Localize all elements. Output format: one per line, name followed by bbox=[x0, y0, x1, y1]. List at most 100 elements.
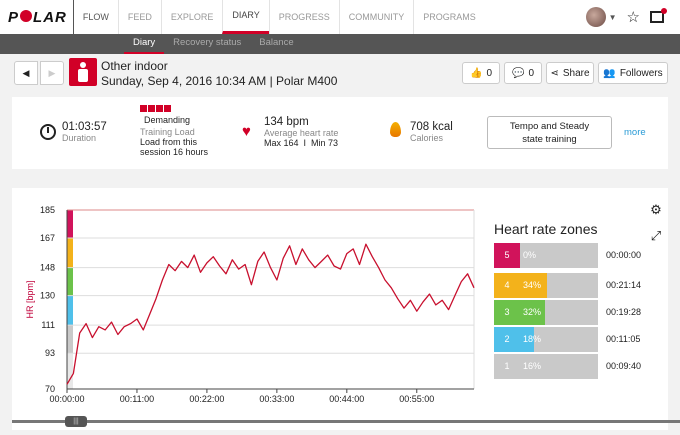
zone-fill bbox=[520, 300, 545, 325]
chart-card: 70 93 111 130 148 167 185 00:00:00 00:11:00 00:22… bbox=[12, 188, 680, 430]
flame-icon bbox=[390, 122, 401, 137]
heart-icon: ♥ bbox=[242, 123, 251, 140]
zones-title: Heart rate zones bbox=[494, 221, 598, 237]
timeline-handle[interactable]: ||| bbox=[65, 416, 87, 427]
summary-card: 01:03:57 Duration Demanding Training Loa… bbox=[12, 97, 668, 169]
heart-rate-block: 134 bpm Average heart rate Max 164 I Min… bbox=[264, 116, 338, 148]
training-benefit-button[interactable]: Tempo and Steady state training bbox=[487, 116, 612, 149]
subnav-balance[interactable]: Balance bbox=[259, 37, 294, 48]
nav-programs[interactable]: PROGRAMS bbox=[413, 0, 485, 34]
zone-bar: 16% bbox=[520, 354, 598, 379]
y-tick-label: 70 bbox=[45, 384, 55, 394]
subnav-recovery-status[interactable]: Recovery status bbox=[173, 37, 242, 48]
timeline-track[interactable] bbox=[12, 420, 680, 423]
zone-percent: 16% bbox=[523, 361, 542, 371]
y-tick-label: 130 bbox=[40, 291, 55, 301]
calories-label: Calories bbox=[410, 133, 444, 143]
zone-number: 2 bbox=[494, 327, 520, 352]
y-axis-label: HR [bpm] bbox=[25, 280, 35, 318]
avg-hr-value: 134 bpm bbox=[264, 116, 309, 128]
stopwatch-icon bbox=[40, 124, 56, 140]
gear-icon[interactable]: ⚙ bbox=[650, 202, 662, 217]
person-icon bbox=[69, 58, 97, 86]
zone-number: 4 bbox=[494, 273, 520, 298]
training-load-bars bbox=[140, 105, 208, 112]
comment-icon: 💬 bbox=[511, 67, 525, 79]
share-button[interactable]: ⋖ Share bbox=[546, 62, 594, 84]
heart-rate-line bbox=[66, 243, 475, 385]
zone-band bbox=[67, 267, 73, 296]
zone-bar: 18% bbox=[520, 327, 598, 352]
like-button[interactable]: 👍 0 bbox=[462, 62, 500, 84]
training-load-desc-2: session 16 hours bbox=[140, 147, 209, 157]
followers-icon: 👥 bbox=[603, 67, 616, 79]
hr-range: Max 164 I Min 73 bbox=[264, 138, 339, 148]
zone-number: 5 bbox=[494, 243, 520, 268]
arrow-left-icon: ◀ bbox=[22, 68, 30, 78]
y-tick-label: 148 bbox=[40, 263, 55, 273]
logo-o-mark bbox=[20, 9, 33, 22]
session-date: Sunday, Sep 4, 2016 10:34 AM | Polar M40… bbox=[101, 74, 338, 88]
zone-bar: 0% bbox=[520, 243, 598, 268]
zone-time: 00:00:00 bbox=[606, 250, 642, 260]
logo-text: P LAR bbox=[8, 8, 67, 26]
zone-band bbox=[67, 238, 73, 268]
thumbs-up-icon: 👍 bbox=[469, 67, 483, 79]
x-tick-label: 00:33:00 bbox=[259, 394, 294, 404]
top-nav: P LAR FLOW FEED EXPLORE DIARY PROGRESS CO… bbox=[0, 0, 680, 34]
training-load-level: Demanding bbox=[144, 115, 191, 125]
zone-band bbox=[67, 210, 73, 239]
arrow-right-icon: ▶ bbox=[48, 68, 56, 78]
duration-label: Duration bbox=[62, 133, 97, 143]
previous-session-button[interactable]: ◀ bbox=[14, 61, 38, 85]
training-benefit-line2: state training bbox=[522, 134, 577, 145]
zone-percent: 34% bbox=[523, 280, 542, 290]
nav-explore[interactable]: EXPLORE bbox=[160, 0, 223, 34]
training-load-label: Training Load bbox=[140, 127, 195, 137]
calories-value: 708 kcal bbox=[410, 121, 453, 133]
y-tick-label: 167 bbox=[40, 233, 55, 243]
nav-diary[interactable]: DIARY bbox=[222, 0, 269, 34]
training-load-desc-1: Load from this bbox=[140, 137, 198, 147]
sport-name: Other indoor bbox=[101, 59, 168, 73]
next-session-button[interactable]: ▶ bbox=[40, 61, 64, 85]
y-tick-label: 93 bbox=[45, 348, 55, 358]
zone-number: 1 bbox=[494, 354, 520, 379]
zone-fill bbox=[520, 327, 535, 352]
duration-value: 01:03:57 bbox=[62, 121, 107, 133]
y-tick-label: 111 bbox=[41, 320, 55, 330]
polar-logo[interactable]: P LAR bbox=[8, 9, 67, 26]
notification-icon[interactable] bbox=[650, 8, 667, 23]
avatar[interactable] bbox=[585, 7, 606, 27]
nav-community[interactable]: COMMUNITY bbox=[338, 0, 414, 34]
star-icon[interactable]: ☆ bbox=[626, 9, 640, 26]
training-load-block: Demanding Training Load Load from this s… bbox=[140, 105, 208, 157]
chevron-down-icon[interactable]: ▼ bbox=[608, 12, 617, 22]
more-link[interactable]: more bbox=[624, 127, 646, 138]
y-tick-label: 185 bbox=[40, 205, 55, 215]
zone-percent: 0% bbox=[523, 250, 537, 260]
comment-button[interactable]: 💬 0 bbox=[504, 62, 542, 84]
x-tick-label: 00:22:00 bbox=[189, 394, 224, 404]
followers-label: Followers bbox=[619, 67, 663, 79]
nav-flow[interactable]: FLOW bbox=[72, 0, 118, 34]
heart-rate-chart[interactable]: 70 93 111 130 148 167 185 00:00:00 00:11:00 00:22… bbox=[12, 188, 492, 420]
comment-count: 0 bbox=[528, 67, 534, 79]
share-label: Share bbox=[562, 67, 590, 79]
zone-percent: 18% bbox=[523, 334, 542, 344]
followers-button[interactable]: 👥 Followers bbox=[598, 62, 668, 84]
zone-fill bbox=[520, 273, 547, 298]
nav-progress[interactable]: PROGRESS bbox=[268, 0, 339, 34]
subnav-diary[interactable]: Diary bbox=[124, 34, 165, 54]
zone-band bbox=[67, 295, 73, 326]
duration-block: 01:03:57 Duration bbox=[62, 121, 107, 143]
zone-percent: 32% bbox=[523, 307, 542, 317]
zone-fill bbox=[520, 354, 533, 379]
expand-icon[interactable]: ⤢ bbox=[650, 228, 662, 243]
nav-feed[interactable]: FEED bbox=[117, 0, 161, 34]
session-header: ◀ ▶ Other indoor Sunday, Sep 4, 2016 10:… bbox=[12, 58, 668, 92]
zone-band bbox=[67, 353, 73, 389]
zone-bar: 32% bbox=[520, 300, 598, 325]
sub-nav: Diary Recovery status Balance bbox=[0, 34, 680, 54]
zone-band bbox=[67, 325, 73, 354]
